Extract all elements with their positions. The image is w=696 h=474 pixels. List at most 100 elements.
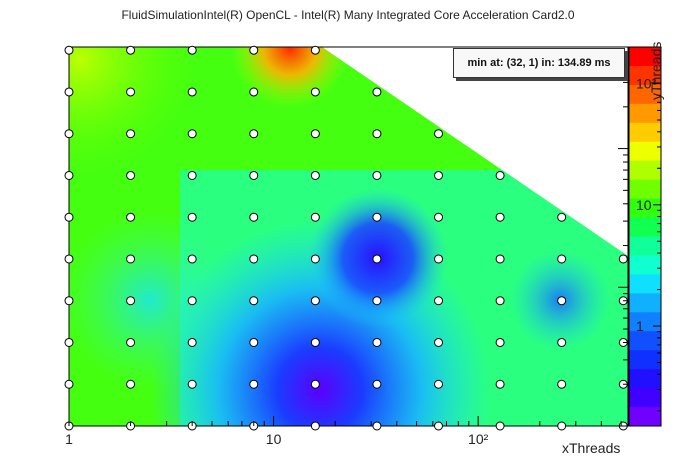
sample-point bbox=[372, 379, 382, 389]
colorbar-segment bbox=[629, 217, 661, 237]
sample-point bbox=[249, 170, 259, 180]
colorbar-segment bbox=[629, 122, 661, 143]
x-tick-label: 1 bbox=[65, 431, 73, 447]
colorbar-segment bbox=[629, 274, 661, 294]
sample-point bbox=[187, 212, 197, 222]
sample-point bbox=[126, 379, 136, 389]
x-tick-label: 10 bbox=[266, 431, 282, 447]
sample-point bbox=[372, 87, 382, 97]
colorbar-tick-label: 10 bbox=[636, 197, 652, 213]
sample-point bbox=[557, 212, 567, 222]
sample-point bbox=[187, 87, 197, 97]
colorbar-segment bbox=[629, 350, 661, 370]
sample-point bbox=[64, 337, 74, 347]
sample-point bbox=[126, 254, 136, 264]
sample-point bbox=[310, 254, 320, 264]
sample-point bbox=[126, 170, 136, 180]
colorbar-tick-label: 1 bbox=[636, 318, 644, 334]
colorbar-segment bbox=[629, 236, 661, 256]
sample-point bbox=[249, 129, 259, 139]
colorbar-segment bbox=[629, 141, 661, 162]
sample-point bbox=[495, 296, 505, 306]
sample-point bbox=[495, 421, 505, 431]
colorbar-segment bbox=[629, 47, 661, 67]
colorbar-tick-label: 10² bbox=[636, 76, 657, 92]
sample-point bbox=[618, 254, 628, 264]
colorbar-segment bbox=[629, 312, 661, 332]
sample-point bbox=[495, 212, 505, 222]
sample-point bbox=[249, 212, 259, 222]
colorbar-segment bbox=[629, 331, 661, 351]
sample-point bbox=[64, 212, 74, 222]
colorbar-segment bbox=[629, 65, 661, 86]
sample-point bbox=[434, 337, 444, 347]
sample-point bbox=[310, 45, 320, 55]
colorbar-segment bbox=[629, 179, 661, 200]
colorbar-segment bbox=[629, 388, 661, 408]
sample-point bbox=[64, 296, 74, 306]
colorbar-segment bbox=[629, 198, 661, 219]
sample-point bbox=[495, 170, 505, 180]
sample-point bbox=[187, 45, 197, 55]
sample-point bbox=[126, 129, 136, 139]
x-tick-label: 10² bbox=[468, 431, 489, 447]
colorbar-segment bbox=[629, 255, 661, 275]
colorbar-segment bbox=[629, 84, 661, 105]
sample-point bbox=[64, 45, 74, 55]
sample-point bbox=[495, 379, 505, 389]
colorbar-segment bbox=[629, 103, 661, 124]
colorbar-segment bbox=[629, 160, 661, 181]
sample-point bbox=[557, 337, 567, 347]
sample-point bbox=[495, 337, 505, 347]
sample-point bbox=[372, 254, 382, 264]
sample-point bbox=[372, 421, 382, 431]
sample-point bbox=[126, 87, 136, 97]
sample-point bbox=[64, 170, 74, 180]
sample-point bbox=[249, 379, 259, 389]
sample-point bbox=[187, 296, 197, 306]
sample-point bbox=[64, 87, 74, 97]
sample-point bbox=[372, 170, 382, 180]
sample-point bbox=[249, 296, 259, 306]
sample-point bbox=[64, 129, 74, 139]
chart-title: FluidSimulationIntel(R) OpenCL - Intel(R… bbox=[121, 8, 575, 22]
sample-point bbox=[187, 337, 197, 347]
sample-point bbox=[310, 296, 320, 306]
colorbar-segment bbox=[629, 369, 661, 389]
sample-point bbox=[187, 170, 197, 180]
sample-point bbox=[372, 212, 382, 222]
sample-point bbox=[372, 129, 382, 139]
sample-point bbox=[434, 254, 444, 264]
sample-point bbox=[249, 87, 259, 97]
sample-point bbox=[187, 254, 197, 264]
sample-point bbox=[126, 212, 136, 222]
sample-point bbox=[434, 421, 444, 431]
sample-point bbox=[557, 254, 567, 264]
contour-fill bbox=[69, 47, 628, 426]
sample-point bbox=[249, 45, 259, 55]
sample-point bbox=[434, 170, 444, 180]
sample-point bbox=[249, 254, 259, 264]
sample-point bbox=[434, 296, 444, 306]
sample-point bbox=[557, 379, 567, 389]
sample-point bbox=[310, 87, 320, 97]
contour-layer bbox=[69, 47, 628, 426]
sample-point bbox=[310, 170, 320, 180]
colorbar-frame bbox=[628, 46, 662, 427]
sample-point bbox=[310, 212, 320, 222]
colorbar-segment bbox=[629, 293, 661, 313]
sample-point bbox=[434, 212, 444, 222]
colorbar-segment bbox=[629, 407, 661, 427]
sample-point bbox=[310, 129, 320, 139]
sample-point bbox=[310, 337, 320, 347]
plot-frame bbox=[68, 46, 629, 427]
min-annotation-box: min at: (32, 1) in: 134.89 ms bbox=[453, 48, 625, 78]
sample-point bbox=[249, 337, 259, 347]
sample-point bbox=[126, 296, 136, 306]
y-axis-label: yThreads bbox=[648, 41, 664, 100]
sample-point bbox=[187, 129, 197, 139]
sample-point bbox=[310, 379, 320, 389]
sample-point bbox=[557, 421, 567, 431]
sample-point bbox=[557, 296, 567, 306]
